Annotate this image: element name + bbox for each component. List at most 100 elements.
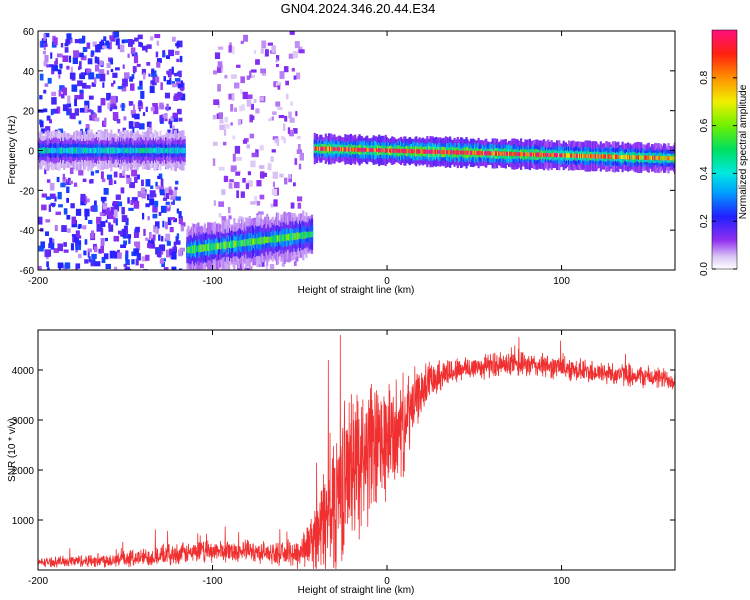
noise-speck xyxy=(213,200,216,206)
noise-speck xyxy=(165,187,170,193)
noise-speck xyxy=(143,72,146,80)
noise-speck xyxy=(57,53,63,58)
noise-speck xyxy=(46,261,49,267)
noise-speck xyxy=(146,62,151,66)
noise-speck xyxy=(270,203,274,208)
noise-speck xyxy=(58,128,64,133)
noise-speck xyxy=(163,267,169,270)
noise-speck xyxy=(219,119,224,124)
noise-speck xyxy=(44,168,47,175)
noise-speck xyxy=(284,177,288,185)
x-tick-label: -100 xyxy=(203,576,223,587)
noise-speck xyxy=(150,107,155,112)
noise-speck xyxy=(122,64,125,69)
noise-speck xyxy=(100,196,107,202)
noise-speck xyxy=(255,108,260,114)
noise-speck xyxy=(85,128,88,136)
noise-speck xyxy=(126,177,132,184)
noise-speck xyxy=(113,209,118,218)
x-tick-label: 100 xyxy=(553,276,570,287)
noise-speck xyxy=(54,196,57,202)
noise-speck xyxy=(133,248,139,255)
band-cell xyxy=(310,231,314,238)
noise-speck xyxy=(121,207,125,215)
band-cell xyxy=(196,245,199,253)
noise-speck xyxy=(233,181,240,189)
noise-speck xyxy=(224,123,230,129)
noise-speck xyxy=(115,194,121,200)
noise-speck xyxy=(242,178,246,183)
noise-speck xyxy=(231,46,235,55)
noise-speck xyxy=(169,248,173,256)
noise-speck xyxy=(150,82,154,87)
noise-speck xyxy=(91,110,94,115)
colorbar: 0.0 0.2 0.4 0.6 0.8 Normalized spectral ampl… xyxy=(699,29,749,276)
colorbar-ticks: 0.0 0.2 0.4 0.6 0.8 xyxy=(699,70,737,276)
noise-speck xyxy=(128,121,134,129)
noise-speck xyxy=(213,141,218,146)
noise-speck xyxy=(293,182,296,187)
noise-speck xyxy=(53,108,58,114)
noise-speck xyxy=(86,68,90,73)
noise-speck xyxy=(272,181,275,188)
noise-speck xyxy=(174,72,178,77)
noise-speck xyxy=(95,44,101,53)
noise-speck xyxy=(110,206,115,215)
noise-speck xyxy=(84,259,89,264)
noise-speck xyxy=(83,250,87,256)
noise-speck xyxy=(89,179,94,184)
noise-speck xyxy=(74,95,80,100)
band-cell xyxy=(521,151,524,157)
noise-speck xyxy=(149,123,152,129)
noise-speck xyxy=(44,33,50,38)
noise-speck xyxy=(83,105,88,113)
noise-speck xyxy=(65,39,71,45)
noise-speck xyxy=(288,53,294,59)
noise-speck xyxy=(74,98,77,107)
noise-speck xyxy=(171,251,177,260)
colorbar-tick-label: 0.8 xyxy=(699,70,710,84)
band-cell xyxy=(213,243,216,250)
noise-speck xyxy=(166,249,172,258)
noise-speck xyxy=(78,253,82,259)
noise-speck xyxy=(141,179,144,187)
noise-speck xyxy=(240,76,245,84)
noise-speck xyxy=(160,205,167,213)
noise-speck xyxy=(105,263,111,269)
noise-speck xyxy=(274,138,280,144)
noise-speck xyxy=(150,185,154,189)
noise-speck xyxy=(51,238,55,246)
band-cell xyxy=(514,151,517,157)
noise-speck xyxy=(152,103,158,107)
noise-speck xyxy=(87,248,92,253)
noise-speck xyxy=(90,171,95,176)
noise-speck xyxy=(272,171,278,179)
noise-speck xyxy=(87,58,93,65)
noise-speck xyxy=(44,43,48,47)
noise-speck xyxy=(100,228,104,236)
noise-speck xyxy=(168,49,175,57)
noise-speck xyxy=(41,204,47,211)
noise-speck xyxy=(232,135,235,140)
noise-speck xyxy=(294,158,298,165)
noise-speck xyxy=(293,261,297,266)
noise-speck xyxy=(217,46,224,50)
noise-speck xyxy=(66,109,70,116)
noise-speck xyxy=(271,45,276,53)
noise-speck xyxy=(123,263,127,268)
band-cell xyxy=(616,154,619,159)
x-tick-label: 0 xyxy=(384,576,390,587)
noise-speck xyxy=(110,68,114,73)
noise-speck xyxy=(92,258,96,265)
noise-speck xyxy=(63,249,69,253)
noise-speck xyxy=(113,266,118,270)
band-cell xyxy=(610,154,613,160)
noise-speck xyxy=(103,253,109,260)
noise-speck xyxy=(159,258,164,264)
noise-speck xyxy=(265,49,269,57)
noise-speck xyxy=(102,205,107,210)
noise-speck xyxy=(165,55,170,59)
noise-speck xyxy=(167,129,171,134)
noise-speck xyxy=(178,211,182,218)
noise-speck xyxy=(260,68,266,74)
